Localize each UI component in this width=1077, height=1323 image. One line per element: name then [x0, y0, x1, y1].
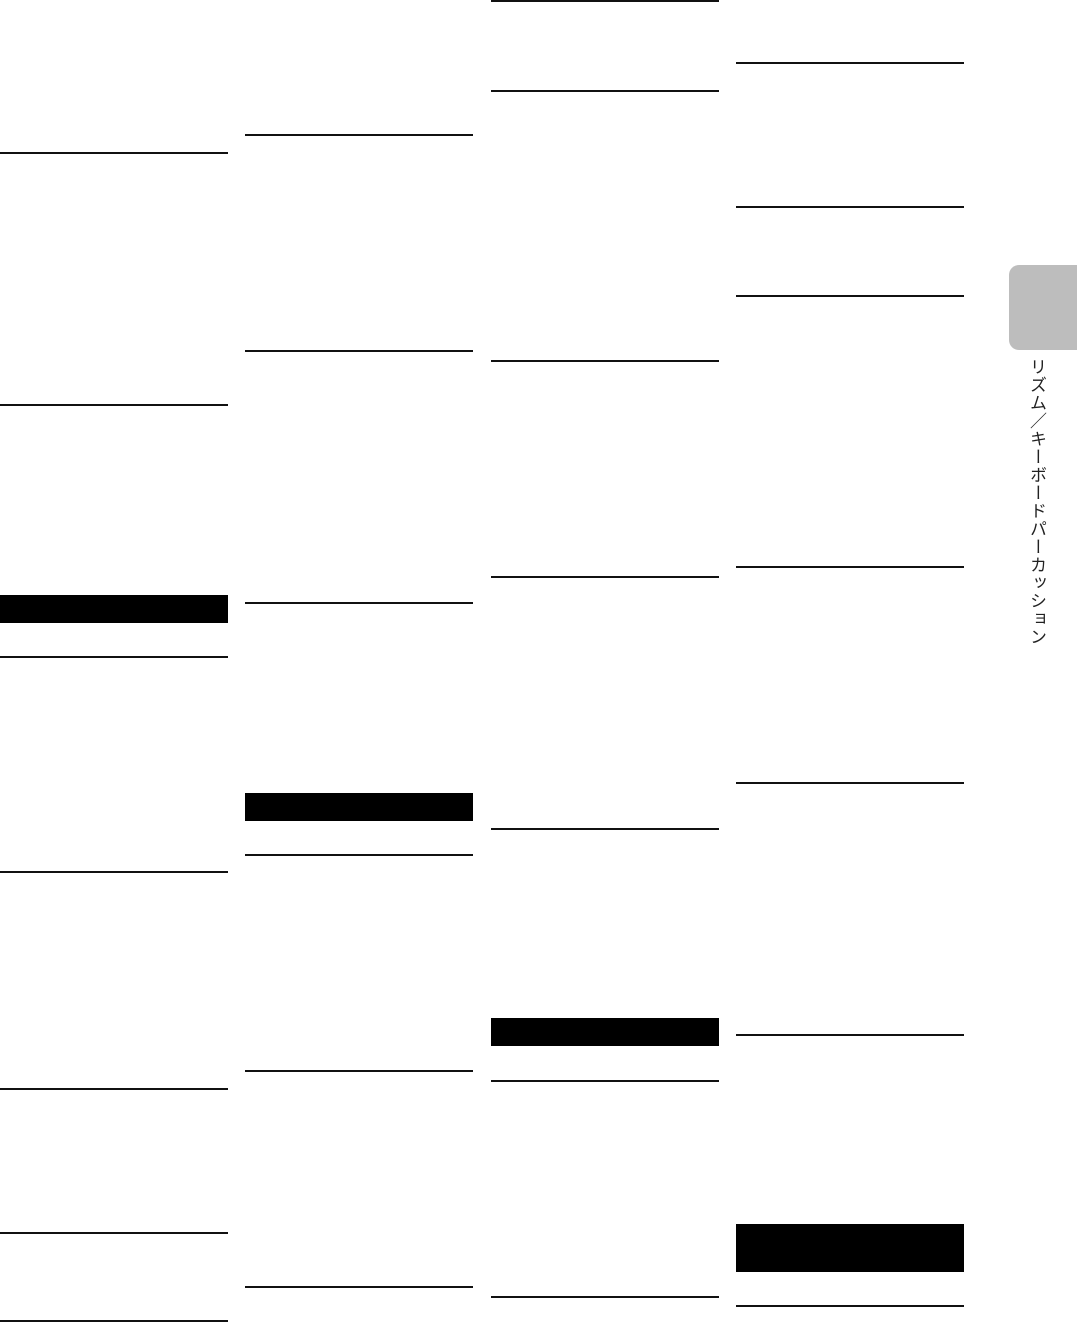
section-divider [245, 854, 473, 856]
section-divider [736, 1034, 964, 1036]
section-divider [245, 1286, 473, 1288]
chapter-tab-label: リズム／キーボードパーカッション [1026, 358, 1046, 646]
section-divider [0, 1320, 228, 1322]
section-divider [0, 1088, 228, 1090]
chapter-tab [1009, 265, 1077, 350]
section-divider [491, 360, 719, 362]
section-divider [736, 62, 964, 64]
section-header-bar [491, 1018, 719, 1046]
section-divider [736, 295, 964, 297]
section-divider [0, 404, 228, 406]
section-header-bar [736, 1224, 964, 1272]
section-divider [245, 134, 473, 136]
section-header-bar [245, 793, 473, 821]
section-divider [736, 782, 964, 784]
section-header-bar [0, 595, 228, 623]
section-divider [491, 1296, 719, 1298]
section-divider [245, 1070, 473, 1072]
section-divider [0, 656, 228, 658]
section-divider [0, 1232, 228, 1234]
section-divider [245, 602, 473, 604]
section-divider [491, 1080, 719, 1082]
section-divider [491, 90, 719, 92]
section-divider [0, 152, 228, 154]
section-divider [736, 566, 964, 568]
section-divider [491, 828, 719, 830]
section-divider [491, 0, 719, 2]
section-divider [0, 871, 228, 873]
section-divider [736, 206, 964, 208]
section-divider [736, 1305, 964, 1307]
section-divider [245, 350, 473, 352]
section-divider [491, 576, 719, 578]
